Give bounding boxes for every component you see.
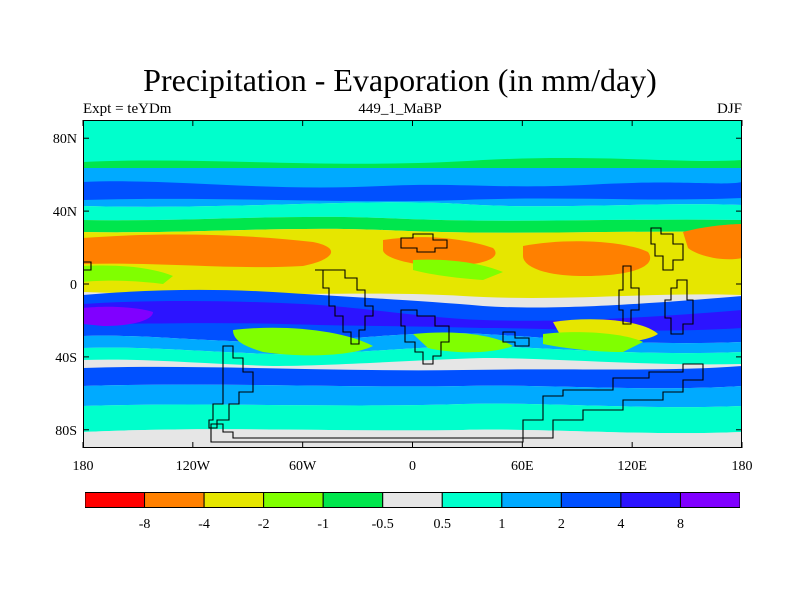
colorbar-label: 4 bbox=[617, 517, 624, 532]
map-title: Precipitation - Evaporation (in mm/day) bbox=[143, 62, 657, 98]
lat-tick-label: 80N bbox=[53, 132, 77, 147]
period-label: 449_1_MaBP bbox=[358, 101, 442, 117]
colorbar-box bbox=[322, 492, 384, 508]
lat-tick-label: 80S bbox=[55, 424, 77, 439]
north-africa-blob bbox=[400, 233, 448, 253]
africa-outline bbox=[400, 309, 450, 365]
continent-outlines bbox=[83, 227, 704, 443]
colorbar-labels: -8 -4 -2 -1 -0.5 0.5 1 2 4 8 bbox=[139, 517, 684, 532]
lon-tick-label: 180 bbox=[732, 459, 753, 474]
green-patch-west bbox=[83, 265, 173, 284]
colorbar-box bbox=[620, 492, 681, 508]
lon-tick-label: 0 bbox=[409, 459, 416, 474]
antarctic-grey bbox=[83, 429, 742, 448]
maritime-continent bbox=[618, 265, 640, 325]
colorbar-label: -8 bbox=[139, 517, 151, 532]
longitude-axis: 180 120W 60W 0 60E 120E 180 bbox=[73, 120, 753, 474]
colorbar-label: -2 bbox=[258, 517, 270, 532]
colorbar: -8 -4 -2 -1 -0.5 0.5 1 2 4 8 bbox=[85, 492, 740, 532]
purple-max-west bbox=[83, 306, 153, 326]
latitude-axis: 80N 40N 0 40S 80S bbox=[53, 132, 742, 439]
colorbar-label: 1 bbox=[498, 517, 505, 532]
lat-tick-label: 40N bbox=[53, 205, 77, 220]
green-patch-center bbox=[413, 259, 503, 280]
colorbar-label: -1 bbox=[317, 517, 329, 532]
colorbar-label: 0.5 bbox=[434, 517, 452, 532]
antarctica-outline bbox=[210, 363, 704, 443]
midlat-green-band bbox=[83, 216, 742, 233]
colorbar-box bbox=[441, 492, 503, 508]
americas-outline bbox=[315, 269, 374, 345]
colorbar-label: -4 bbox=[198, 517, 210, 532]
colorbar-box bbox=[144, 492, 205, 508]
orange-zone-east bbox=[523, 241, 651, 276]
colorbar-box bbox=[85, 492, 146, 508]
precip-evap-map bbox=[83, 120, 742, 448]
north-green-streak bbox=[83, 158, 742, 168]
colorbar-box bbox=[203, 492, 265, 508]
green-patch-south-atlantic bbox=[413, 332, 513, 353]
lon-tick-label: 120E bbox=[617, 459, 647, 474]
lat-tick-label: 0 bbox=[70, 278, 77, 293]
colorbar-box bbox=[382, 492, 443, 508]
colorbar-box bbox=[501, 492, 562, 508]
midlat-teal-strip bbox=[83, 202, 742, 221]
indonesia-outline bbox=[502, 331, 530, 347]
colorbar-label: 2 bbox=[558, 517, 565, 532]
colorbar-box bbox=[263, 492, 324, 508]
subtropical-south-teal bbox=[83, 346, 742, 366]
west-pacific-island bbox=[83, 261, 92, 271]
southern-polar-teal bbox=[83, 403, 742, 434]
colorbar-boxes bbox=[85, 492, 740, 508]
lon-tick-label: 60W bbox=[289, 459, 317, 474]
colorbar-box bbox=[679, 492, 740, 508]
lat-tick-label: 40S bbox=[55, 351, 77, 366]
experiment-label: Expt = teYDm bbox=[83, 101, 172, 117]
lon-tick-label: 180 bbox=[73, 459, 94, 474]
lon-tick-label: 120W bbox=[176, 459, 211, 474]
east-asia-outline bbox=[650, 227, 684, 271]
colorbar-box bbox=[560, 492, 622, 508]
orange-zone-pacific bbox=[83, 234, 332, 268]
south-america-tip bbox=[208, 345, 254, 429]
green-patch-south-pacific bbox=[233, 327, 373, 356]
colorbar-label: -0.5 bbox=[372, 517, 394, 532]
orange-zone-atlantic bbox=[383, 237, 496, 266]
colorbar-label: 8 bbox=[677, 517, 684, 532]
green-patch-indian bbox=[543, 332, 643, 352]
north-storm-track bbox=[83, 181, 742, 202]
lon-tick-label: 60E bbox=[511, 459, 534, 474]
australia-outline bbox=[664, 279, 694, 335]
season-label: DJF bbox=[716, 101, 742, 117]
orange-zone-far-east bbox=[683, 224, 742, 260]
